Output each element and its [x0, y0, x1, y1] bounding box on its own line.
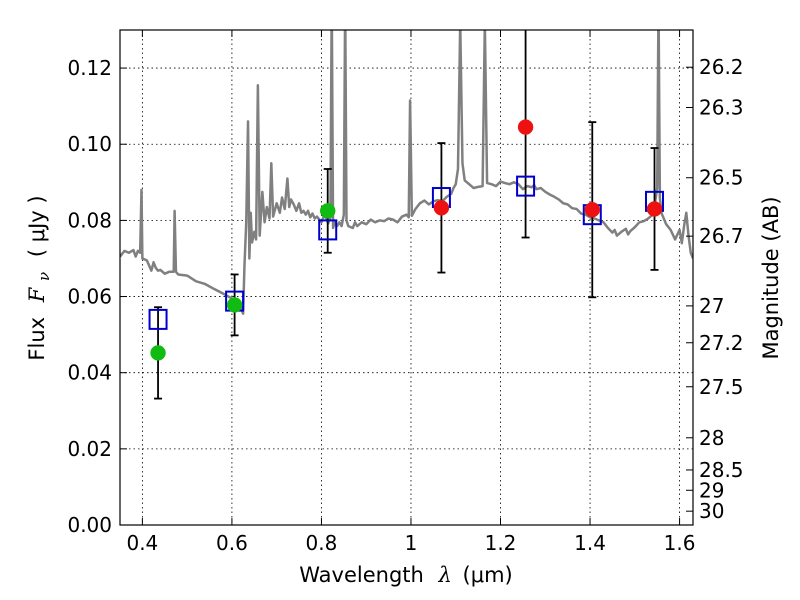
x-axis-label: Wavelength λ (μm) — [299, 563, 512, 587]
x-tick-label: 1 — [405, 531, 418, 555]
tick-labels: 0.4 0.6 0.8 1 1.2 1.4 1.6 0.00 0.02 0.04 0.06 0.08 0… — [67, 55, 743, 555]
x-axis-label-unit: (μm) — [463, 563, 513, 587]
y2-tick-label: 26.2 — [699, 55, 744, 79]
y2-tick-label: 26.5 — [699, 166, 744, 190]
y-axis-label-text: Flux — [25, 317, 49, 361]
x-tick-label: 0.4 — [126, 531, 158, 555]
axis-ticks — [120, 30, 693, 526]
red-data-point — [517, 119, 534, 135]
model-photometry-marker — [516, 175, 536, 197]
x-axis-label-text: Wavelength — [299, 563, 424, 587]
y2-tick-label: 28 — [699, 426, 724, 450]
y-tick-label: 0.08 — [67, 208, 112, 232]
y-axis-label: Flux F ν ( μJy ) — [25, 195, 54, 360]
y2-axis-label: Magnitude (AB) — [759, 196, 783, 359]
plot-frame — [119, 29, 694, 526]
y2-tick-label: 27.2 — [699, 331, 744, 355]
y2-tick-label: 28.5 — [699, 458, 744, 482]
y-axis-label-unit: ( μJy ) — [25, 195, 49, 257]
green-data-point — [319, 203, 336, 219]
x-tick-label: 1.4 — [574, 531, 606, 555]
y2-tick-label: 26.7 — [699, 224, 744, 248]
model-photometry-marker — [318, 219, 338, 241]
y2-tick-label: 26.3 — [699, 95, 744, 119]
x-tick-label: 0.6 — [216, 531, 248, 555]
x-tick-label: 0.8 — [306, 531, 338, 555]
y2-tick-label: 30 — [699, 499, 724, 523]
y-tick-label: 0.12 — [67, 56, 112, 80]
y2-tick-label: 29 — [699, 478, 724, 502]
y-tick-label: 0.00 — [67, 513, 112, 537]
red-data-point — [584, 201, 601, 218]
x-axis-label-symbol: λ — [438, 563, 452, 587]
y-tick-label: 0.06 — [67, 285, 112, 309]
y-axis-label-subscript: ν — [35, 272, 53, 281]
red-data-point — [433, 200, 450, 216]
red-data-point — [646, 201, 663, 217]
green-data-point — [226, 297, 243, 313]
marker-layer — [148, 119, 665, 361]
y2-tick-label: 27 — [699, 294, 724, 318]
model-photometry-marker — [148, 308, 168, 330]
x-tick-label: 1.6 — [664, 531, 696, 555]
y-tick-label: 0.10 — [67, 132, 112, 156]
green-data-point — [150, 345, 166, 361]
x-tick-label: 1.2 — [485, 531, 517, 555]
y2-tick-label: 27.5 — [699, 375, 744, 399]
y-tick-label: 0.02 — [67, 437, 112, 461]
y-tick-label: 0.04 — [67, 361, 112, 385]
y-axis-label-symbol: F — [25, 286, 49, 303]
